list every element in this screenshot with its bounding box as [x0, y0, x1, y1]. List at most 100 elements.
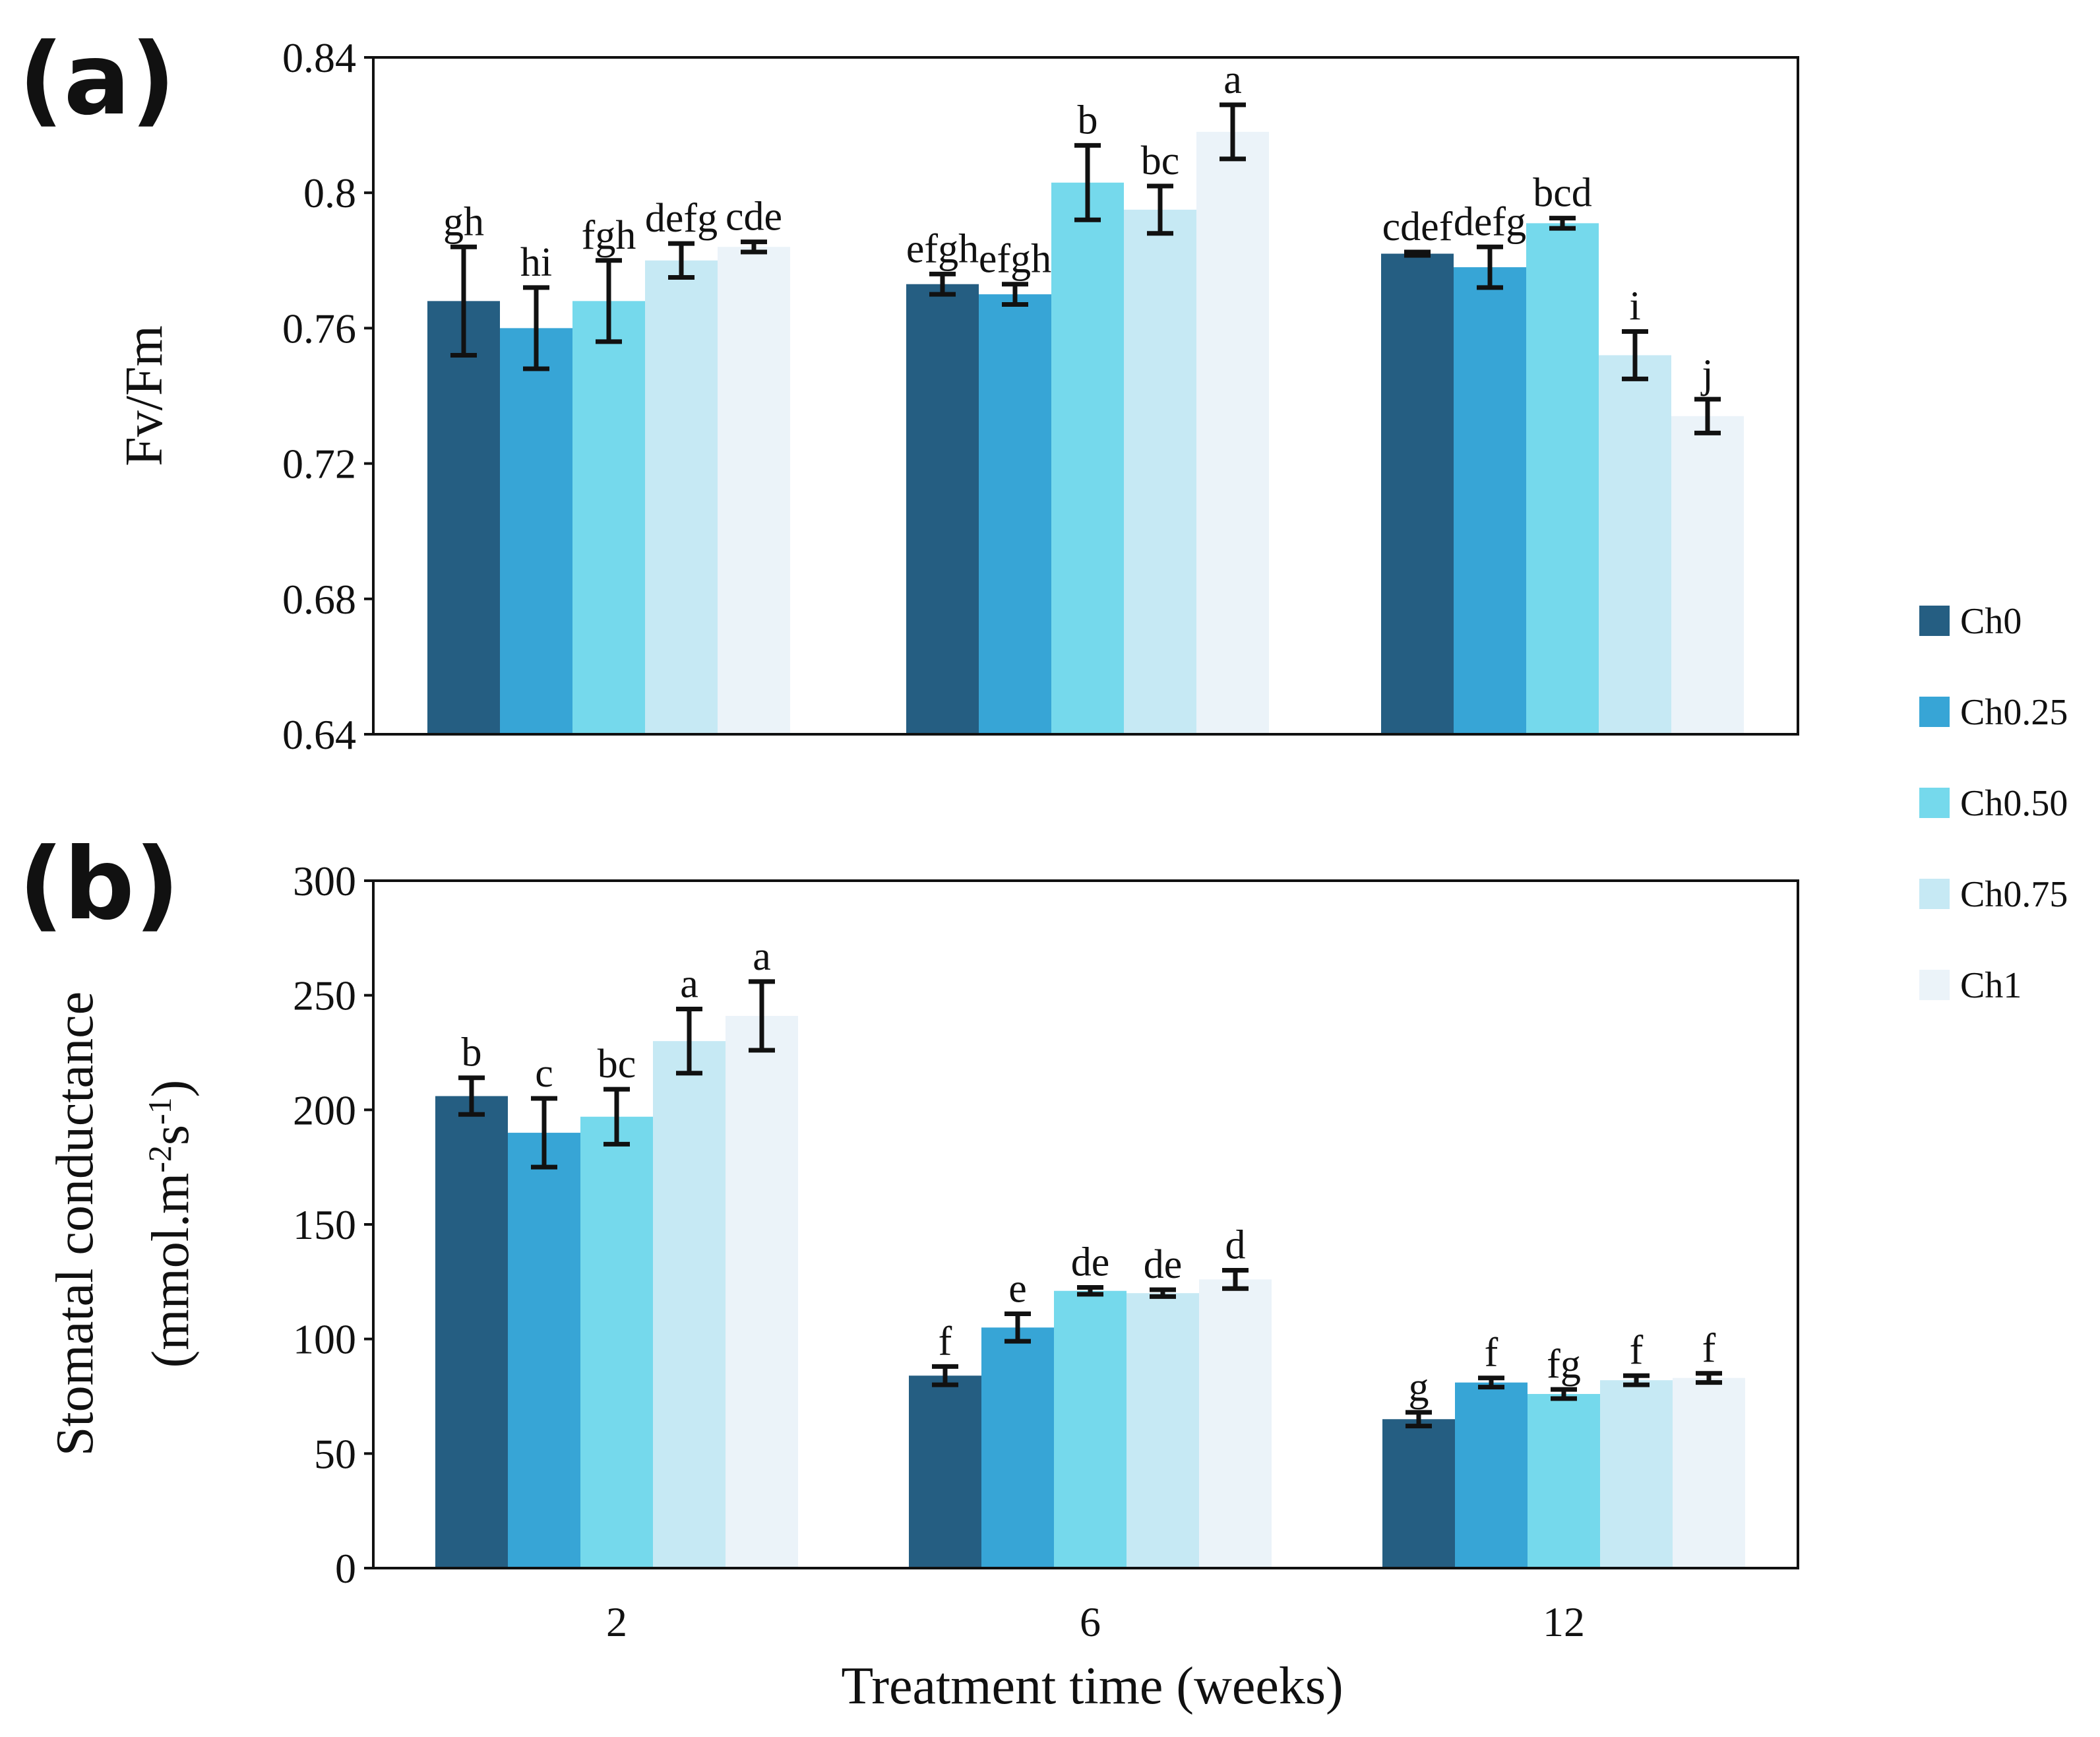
y-tick-label: 0 — [335, 1545, 356, 1592]
bar-ch1-week-2 — [718, 247, 790, 734]
significance-letter: c — [535, 1051, 553, 1096]
error-bar — [1004, 1311, 1031, 1344]
error-bar — [749, 979, 775, 1053]
error-bar — [1478, 1375, 1504, 1390]
bar-ch0-week-12 — [1381, 253, 1454, 734]
error-bar — [1002, 282, 1028, 307]
legend-swatch-ch0-25 — [1919, 697, 1950, 727]
x-tick-label: 2 — [606, 1598, 627, 1645]
bar-ch0-75-week-6 — [1124, 209, 1196, 735]
error-bar — [596, 258, 622, 344]
bar-ch1-week-6 — [1199, 1279, 1272, 1568]
significance-letter: gh — [443, 199, 484, 244]
error-bar — [1696, 1371, 1722, 1385]
error-bar — [1549, 216, 1576, 231]
x-tick-label: 6 — [1080, 1598, 1101, 1645]
error-bar — [1477, 244, 1503, 290]
bar-ch0-week-6 — [909, 1375, 981, 1568]
legend: Ch0 Ch0.25 Ch0.50 Ch0.75 Ch1 — [1919, 601, 2068, 1006]
error-bar — [1147, 183, 1173, 236]
legend-swatch-ch0-75 — [1919, 879, 1950, 909]
panel-a-y-axis-title: Fv/Fm — [115, 325, 173, 466]
error-bar — [1551, 1387, 1577, 1401]
y-tick-label: 0.84 — [282, 34, 356, 81]
panel-b-y-axis-title-line2: (mmol.m-2s-1) — [141, 1080, 200, 1368]
panel-b-x-axis-ticks: 2 6 12 — [606, 1598, 1585, 1645]
significance-letter: hi — [520, 240, 552, 285]
bar-ch0-25-week-6 — [979, 294, 1051, 735]
bar-ch0-75-week-6 — [1127, 1293, 1199, 1568]
significance-letter: cdef — [1382, 205, 1453, 249]
error-bar — [668, 241, 695, 280]
significance-letter: fgh — [582, 213, 636, 258]
x-tick-label: 12 — [1543, 1598, 1585, 1645]
legend-label-ch1: Ch1 — [1960, 965, 2022, 1006]
y-tick-label: 0.8 — [303, 170, 356, 216]
bar-ch0-25-week-2 — [508, 1133, 580, 1568]
bar-ch0-50-week-12 — [1526, 223, 1599, 734]
y-tick-label: 250 — [293, 972, 356, 1019]
ylabel-unit-start: (mmol.m — [142, 1173, 200, 1368]
significance-letter: defg — [1454, 199, 1526, 244]
error-bar — [1150, 1287, 1176, 1299]
significance-letter: f — [939, 1319, 952, 1364]
panel-a-error-bars — [450, 102, 1721, 435]
error-bar — [523, 285, 549, 371]
bar-ch0-week-2 — [427, 301, 500, 734]
bar-ch0-week-2 — [435, 1096, 508, 1568]
significance-letter: efgh — [979, 237, 1051, 282]
significance-letter: b — [1078, 98, 1098, 142]
ylabel-sup-m: -2 — [141, 1145, 178, 1173]
bar-ch0-week-12 — [1382, 1419, 1455, 1568]
y-tick-label: 200 — [293, 1087, 356, 1133]
error-bar — [1405, 1410, 1432, 1429]
error-bar — [1622, 329, 1648, 381]
bar-ch0-75-week-2 — [645, 260, 718, 734]
significance-letter: f — [1702, 1326, 1716, 1371]
bar-ch1-week-6 — [1196, 131, 1269, 735]
legend-label-ch0-75: Ch0.75 — [1960, 874, 2068, 915]
significance-letter: b — [462, 1030, 482, 1075]
error-bar — [1074, 142, 1101, 222]
y-tick-label: 100 — [293, 1316, 356, 1363]
error-bar — [932, 1364, 958, 1387]
bar-ch0-75-week-12 — [1599, 355, 1671, 734]
panel-a-y-axis-ticks: 0.64 0.68 0.72 0.76 0.8 0.84 — [282, 34, 373, 758]
legend-label-ch0-50: Ch0.50 — [1960, 783, 2068, 824]
panel-b-bars — [435, 1015, 1745, 1568]
ylabel-unit-s: s — [142, 1125, 200, 1145]
bar-ch0-50-week-6 — [1054, 1290, 1127, 1568]
legend-swatch-ch0-50 — [1919, 788, 1950, 818]
bar-ch0-75-week-2 — [653, 1041, 726, 1568]
panel-a-plot-frame — [372, 56, 1799, 736]
panel-b-letter: (b) — [18, 827, 179, 942]
y-tick-label: 300 — [293, 858, 356, 904]
significance-letter: a — [753, 934, 771, 979]
panel-b-y-axis-ticks: 0 50 100 150 200 250 300 — [293, 858, 373, 1592]
significance-letter: bcd — [1533, 171, 1592, 216]
bar-ch0-week-6 — [906, 284, 979, 735]
y-tick-label: 0.64 — [282, 711, 356, 758]
panel-b-y-axis-title-line1: Stomatal conductance — [46, 992, 104, 1456]
significance-letter: de — [1144, 1242, 1183, 1287]
significance-letter: fg — [1547, 1342, 1581, 1387]
y-tick-label: 50 — [314, 1430, 356, 1477]
bar-ch0-50-week-12 — [1528, 1394, 1600, 1568]
y-tick-label: 0.76 — [282, 305, 356, 352]
bar-ch0-75-week-12 — [1600, 1380, 1673, 1568]
significance-letter: f — [1630, 1328, 1644, 1373]
error-bar — [1623, 1373, 1650, 1387]
significance-letter: bc — [1141, 139, 1180, 183]
significance-letter: f — [1485, 1331, 1498, 1375]
legend-label-ch0-25: Ch0.25 — [1960, 692, 2068, 733]
panel-b-error-bars — [458, 979, 1722, 1429]
bar-ch0-25-week-12 — [1454, 267, 1526, 734]
significance-letter: defg — [645, 196, 718, 241]
panel-a-bars — [427, 131, 1744, 735]
bar-ch0-50-week-6 — [1051, 182, 1124, 734]
bar-ch0-25-week-12 — [1455, 1382, 1528, 1568]
bar-ch0-50-week-2 — [580, 1116, 653, 1568]
